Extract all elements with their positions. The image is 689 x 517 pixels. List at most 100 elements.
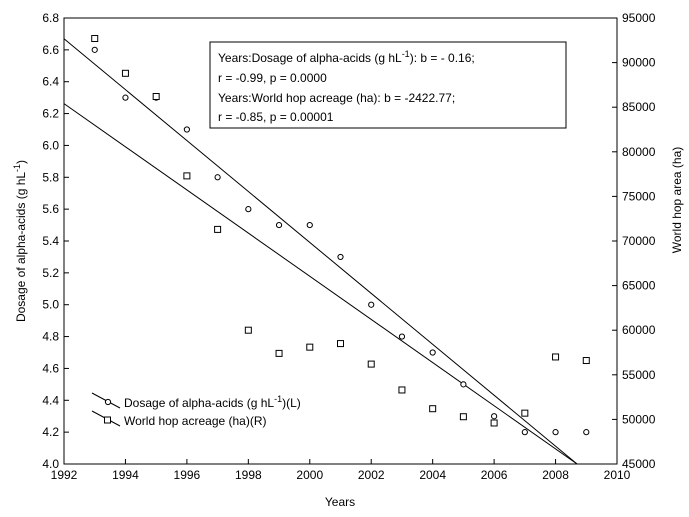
right-tick-label-7: 80000 bbox=[622, 145, 656, 159]
point-acreage-2005 bbox=[459, 413, 467, 421]
right-tick-label-1: 50000 bbox=[622, 412, 656, 426]
stats-annotation: Years:Dosage of alpha-acids (g hL-1): b … bbox=[209, 41, 567, 129]
left-tick-label-5: 5.0 bbox=[42, 298, 59, 312]
point-dosage-1998 bbox=[245, 206, 252, 213]
x-tick-label-2: 1996 bbox=[174, 468, 201, 482]
x-tick-label-8: 2008 bbox=[542, 468, 569, 482]
legend-label-dosage-b: )(L) bbox=[282, 396, 301, 410]
point-acreage-2004 bbox=[429, 405, 437, 413]
left-tick-label-11: 6.2 bbox=[42, 107, 59, 121]
stats-line-4: r = -0.85, p = 0.00001 bbox=[218, 110, 334, 124]
data-points bbox=[91, 35, 590, 436]
left-tick-label-7: 5.4 bbox=[42, 234, 59, 248]
right-tick-label-3: 60000 bbox=[622, 323, 656, 337]
point-acreage-2001 bbox=[337, 340, 344, 348]
legend-marker-circle bbox=[104, 398, 112, 406]
left-tick-label-8: 5.6 bbox=[42, 202, 59, 216]
right-tick-label-4: 65000 bbox=[622, 279, 656, 293]
point-acreage-1998 bbox=[244, 326, 252, 334]
point-acreage-1996 bbox=[183, 172, 191, 180]
point-dosage-2006 bbox=[491, 413, 498, 420]
x-tick-label-9: 2010 bbox=[604, 468, 631, 482]
point-dosage-2004 bbox=[429, 349, 436, 356]
legend-item-dosage: Dosage of alpha-acids (g hL-1)(L) bbox=[91, 392, 301, 410]
point-dosage-1999 bbox=[275, 221, 283, 229]
point-acreage-2000 bbox=[306, 343, 314, 351]
point-acreage-1999 bbox=[275, 349, 283, 357]
legend-marker-square bbox=[104, 416, 111, 424]
left-tick-label-6: 5.2 bbox=[42, 266, 59, 280]
point-acreage-2002 bbox=[367, 360, 375, 368]
legend-label-dosage-sup: -1 bbox=[274, 394, 282, 404]
stats-line-1-a: Years:Dosage of alpha-acids (g hL bbox=[218, 51, 402, 65]
left-tick-label-3: 4.6 bbox=[42, 361, 59, 375]
point-dosage-2005 bbox=[460, 381, 467, 388]
point-dosage-2002 bbox=[368, 301, 375, 308]
right-axis-ticks: 45000 50000 55000 60000 65000 70000 75000 80000… bbox=[612, 11, 656, 471]
stats-line-1: Years:Dosage of alpha-acids (g hL-1): b … bbox=[218, 49, 475, 65]
x-tick-label-4: 2000 bbox=[296, 468, 323, 482]
left-tick-label-13: 6.6 bbox=[42, 43, 59, 57]
trend-line-dosage bbox=[63, 38, 578, 465]
left-tick-label-0: 4.0 bbox=[42, 457, 59, 471]
left-tick-label-14: 6.8 bbox=[42, 11, 59, 25]
left-axis-label-sup: -1 bbox=[12, 164, 22, 172]
point-acreage-2008 bbox=[552, 353, 560, 361]
stats-box bbox=[209, 41, 567, 129]
right-tick-label-10: 95000 bbox=[622, 11, 656, 25]
x-axis-ticks: 1992 1994 1996 1998 2000 2002 2004 2006 2008 2010 bbox=[51, 459, 631, 482]
stats-line-1-sup: -1 bbox=[402, 49, 410, 59]
stats-line-1-b: ): b = - 0.16; bbox=[410, 51, 475, 65]
x-tick-label-6: 2004 bbox=[419, 468, 446, 482]
point-acreage-1995 bbox=[152, 92, 160, 100]
stats-line-2: r = -0.99, p = 0.0000 bbox=[218, 71, 327, 85]
left-axis-label: Dosage of alpha-acids (g hL-1) bbox=[12, 160, 28, 322]
left-tick-label-4: 4.8 bbox=[42, 330, 59, 344]
left-tick-label-1: 4.2 bbox=[42, 425, 59, 439]
point-dosage-1997 bbox=[214, 174, 221, 181]
left-axis-ticks: 4.0 4.2 4.4 4.6 4.8 5.0 5.2 5.4 5.6 5.8 6.0 6.2 6.4 6… bbox=[42, 11, 69, 471]
point-acreage-2003 bbox=[398, 386, 406, 394]
point-acreage-2009 bbox=[582, 357, 590, 365]
legend-item-acreage: World hop acreage (ha)(R) bbox=[91, 410, 267, 428]
legend-label-acreage: World hop acreage (ha)(R) bbox=[124, 414, 267, 428]
point-acreage-1993 bbox=[91, 35, 99, 43]
left-tick-label-9: 5.8 bbox=[42, 170, 59, 184]
left-axis-label-text: Dosage of alpha-acids (g hL bbox=[14, 172, 28, 322]
right-tick-label-8: 85000 bbox=[622, 100, 656, 114]
x-tick-label-1: 1994 bbox=[112, 468, 139, 482]
x-axis-label: Years bbox=[325, 495, 355, 509]
trend-line-acreage bbox=[63, 103, 578, 465]
legend: Dosage of alpha-acids (g hL-1)(L) World … bbox=[91, 392, 301, 428]
right-tick-label-6: 75000 bbox=[622, 189, 656, 203]
legend-label-dosage-a: Dosage of alpha-acids (g hL bbox=[124, 396, 274, 410]
stats-line-3: Years:World hop acreage (ha): b = -2422.… bbox=[218, 91, 455, 105]
point-dosage-2000 bbox=[306, 221, 313, 229]
point-dosage-1996 bbox=[183, 126, 190, 133]
legend-label-dosage: Dosage of alpha-acids (g hL-1)(L) bbox=[124, 394, 301, 410]
point-dosage-2008 bbox=[552, 429, 559, 436]
point-acreage-1997 bbox=[214, 225, 222, 233]
x-tick-label-3: 1998 bbox=[235, 468, 262, 482]
x-tick-label-7: 2006 bbox=[481, 468, 508, 482]
trend-lines bbox=[63, 38, 578, 465]
left-tick-label-10: 6.0 bbox=[42, 138, 59, 152]
point-acreage-1994 bbox=[121, 69, 129, 77]
left-axis-label-end: ) bbox=[14, 160, 28, 164]
right-axis-label: World hop area (ha) bbox=[670, 147, 684, 254]
right-tick-label-0: 45000 bbox=[622, 457, 656, 471]
point-dosage-1993 bbox=[91, 46, 98, 53]
right-tick-label-2: 55000 bbox=[622, 368, 656, 382]
right-tick-label-5: 70000 bbox=[622, 234, 656, 248]
point-acreage-2006 bbox=[490, 419, 498, 427]
point-acreage-2007 bbox=[521, 409, 529, 417]
x-tick-label-5: 2002 bbox=[358, 468, 385, 482]
x-tick-label-0: 1992 bbox=[51, 468, 78, 482]
point-dosage-2007 bbox=[521, 429, 528, 436]
point-dosage-2009 bbox=[583, 429, 590, 436]
right-tick-label-9: 90000 bbox=[622, 56, 656, 70]
point-dosage-2001 bbox=[337, 253, 344, 261]
left-tick-label-12: 6.4 bbox=[42, 75, 59, 89]
